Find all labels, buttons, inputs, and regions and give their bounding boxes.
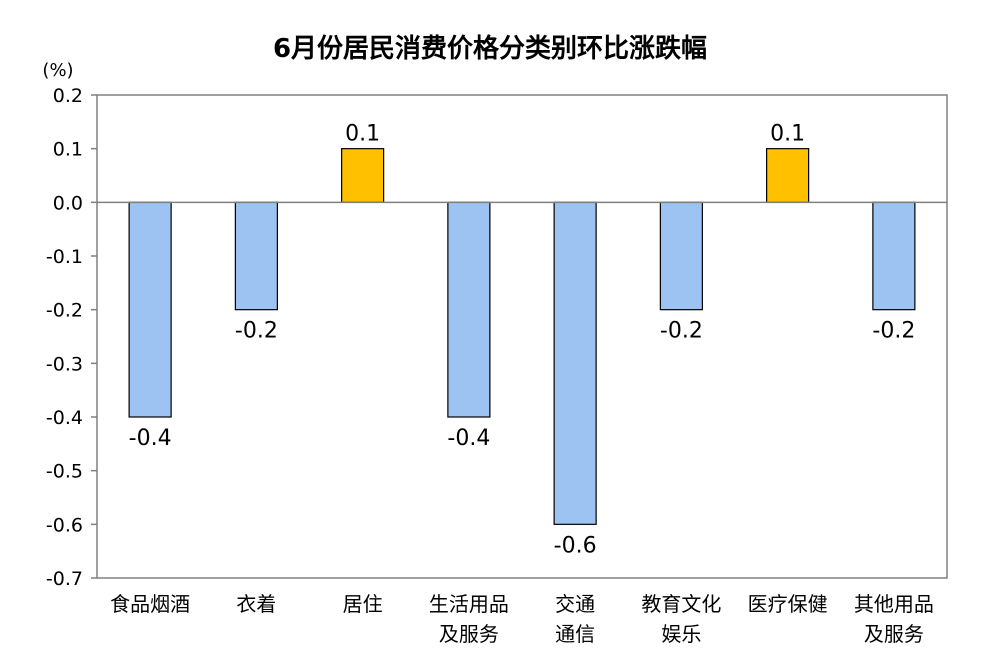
category-label: 其他用品 — [854, 592, 934, 616]
data-label: 0.1 — [770, 122, 805, 147]
category-label: 及服务 — [864, 622, 924, 646]
bar — [659, 201, 703, 311]
chart-title: 6月份居民消费价格分类别环比涨跌幅 — [273, 33, 707, 64]
category-label: 衣着 — [236, 592, 276, 616]
y-tick-label: -0.2 — [46, 300, 83, 322]
bar — [447, 201, 491, 418]
bar — [872, 201, 916, 311]
category-label: 居住 — [343, 592, 383, 616]
y-tick-label: -0.4 — [46, 407, 83, 429]
category-label: 及服务 — [439, 622, 499, 646]
y-tick-label: -0.3 — [46, 353, 83, 375]
data-label: -0.2 — [235, 319, 278, 344]
bar — [341, 148, 385, 203]
category-label: 食品烟酒 — [110, 592, 190, 616]
bar — [234, 201, 278, 311]
data-label: -0.2 — [660, 319, 703, 344]
y-tick-label: -0.7 — [46, 568, 83, 590]
category-label: 交通 — [555, 592, 595, 616]
bar — [766, 148, 810, 203]
data-labels: -0.4 -0.2 0.1 -0.4 -0.6 -0.2 0.1 -0.2 — [129, 122, 916, 559]
bar — [553, 201, 597, 525]
data-label: -0.2 — [872, 319, 915, 344]
category-label: 教育文化 — [641, 592, 721, 616]
category-label: 医疗保健 — [748, 592, 828, 616]
y-tick-label: 0.2 — [53, 85, 83, 107]
y-tick-label: -0.1 — [46, 246, 83, 268]
y-axis-ticks: 0.2 0.1 0.0 -0.1 -0.2 -0.3 -0.4 -0.5 -0.6 -0.7 — [46, 85, 97, 590]
y-tick-label: -0.6 — [46, 514, 83, 536]
plot-area — [96, 94, 948, 579]
data-label: 0.1 — [345, 122, 380, 147]
data-label: -0.4 — [447, 426, 490, 451]
y-tick-label: 0.0 — [53, 192, 83, 214]
data-label: -0.4 — [129, 426, 172, 451]
y-tick-label: -0.5 — [46, 461, 83, 483]
category-label: 通信 — [555, 622, 595, 646]
data-label: -0.6 — [554, 533, 597, 558]
y-unit-label: (%) — [42, 60, 73, 81]
category-label: 生活用品 — [429, 592, 509, 616]
category-label: 娱乐 — [661, 622, 701, 646]
y-tick-label: 0.1 — [53, 139, 83, 161]
bar — [128, 201, 172, 418]
